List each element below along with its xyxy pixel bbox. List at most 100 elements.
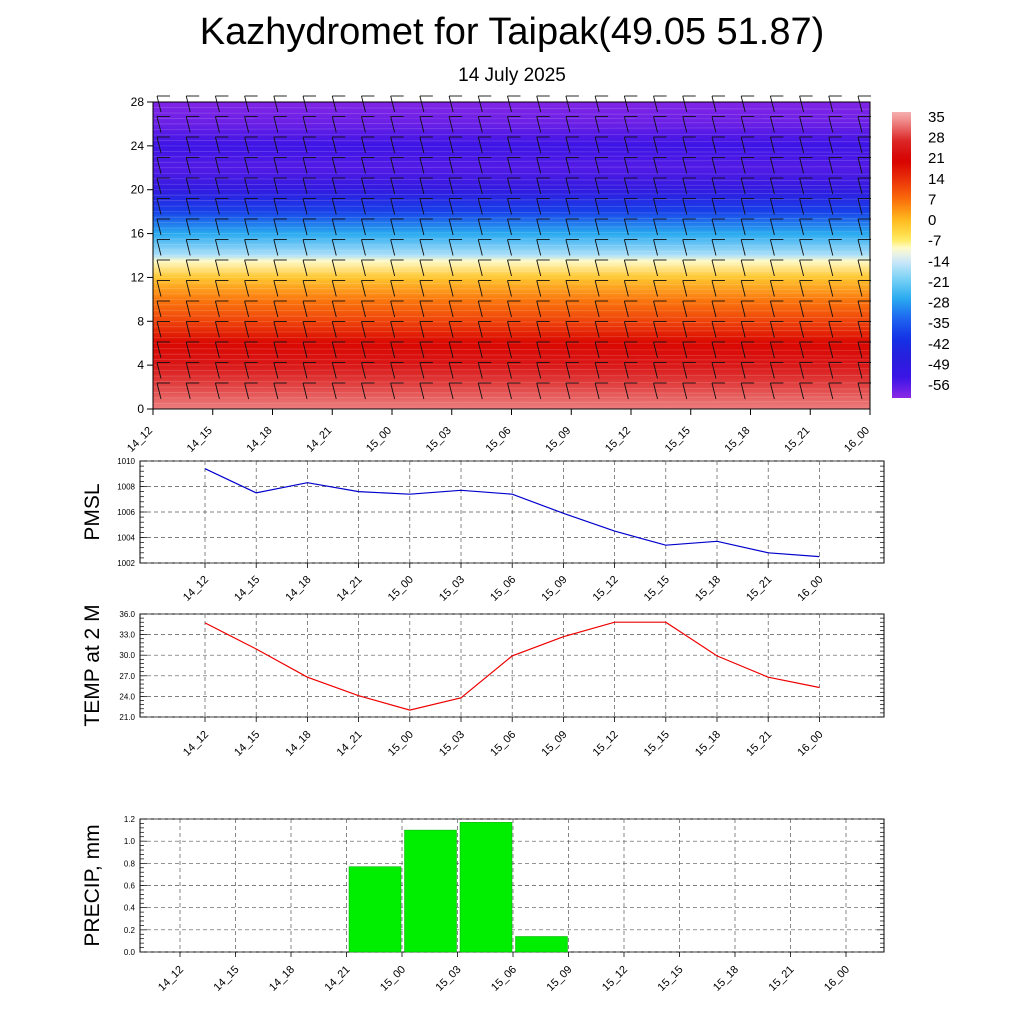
wind-barb <box>507 362 512 379</box>
wind-barb <box>390 218 396 236</box>
wind-barb <box>799 362 805 379</box>
wind-barb <box>594 341 600 359</box>
heatmap-contour <box>152 216 871 220</box>
wind-barb <box>711 300 717 318</box>
wind-barb <box>273 300 279 318</box>
heatmap-ytick-label: 24 <box>131 139 145 153</box>
wind-barb <box>331 259 337 277</box>
wind-barb <box>799 280 805 297</box>
xtick-label: 15_21 <box>744 729 774 759</box>
wind-barb <box>828 177 834 195</box>
wind-barb <box>653 95 658 113</box>
wind-barb <box>361 280 366 297</box>
wind-barb <box>799 239 805 256</box>
wind-barb <box>799 259 805 277</box>
heatmap-contour <box>152 386 871 390</box>
wind-barb <box>653 362 658 379</box>
heatmap-contour <box>152 188 871 191</box>
ytick-label: 1008 <box>117 483 135 492</box>
wind-barb <box>244 280 250 297</box>
heatmap-contour <box>152 264 871 267</box>
wind-barb <box>302 177 308 195</box>
wind-barb <box>711 116 717 133</box>
ytick-label: 0.2 <box>124 926 136 935</box>
heatmap-contour <box>152 363 871 366</box>
wind-barb <box>857 198 863 215</box>
wind-barb <box>799 341 805 359</box>
wind-barb <box>682 136 688 154</box>
wind-barb <box>682 280 688 297</box>
xtick-label: 16_00 <box>795 729 825 759</box>
wind-barb <box>185 341 191 359</box>
wind-barb <box>653 280 658 297</box>
heatmap-xtick-label: 15_18 <box>723 425 753 455</box>
heatmap-contour <box>152 292 871 295</box>
wind-barb <box>857 116 863 133</box>
wind-barb <box>653 341 658 359</box>
heatmap-xtick-label: 14_18 <box>245 425 275 455</box>
precip-bar <box>404 829 457 953</box>
wind-barb <box>653 198 658 215</box>
wind-barb <box>682 259 688 277</box>
heatmap-contour <box>152 127 871 130</box>
wind-barb <box>594 136 600 154</box>
wind-barb <box>536 218 542 236</box>
wind-barb <box>565 362 571 379</box>
ytick-label: 1006 <box>117 508 135 517</box>
colorbar-label: -49 <box>928 356 950 373</box>
wind-barb <box>214 321 220 338</box>
xtick-label: 15_06 <box>488 729 518 759</box>
wind-barb <box>477 280 483 297</box>
xtick-label: 14_15 <box>212 964 242 994</box>
heatmap-contour <box>152 133 871 136</box>
wind-barb <box>828 259 834 277</box>
wind-barb <box>419 341 425 359</box>
wind-barb <box>740 382 746 400</box>
wind-barb <box>507 177 512 195</box>
wind-barb <box>214 157 220 174</box>
wind-barb <box>536 136 542 154</box>
wind-barb <box>477 300 483 318</box>
heatmap-contour <box>152 155 871 158</box>
wind-barb <box>507 341 512 359</box>
wind-barb <box>390 321 396 338</box>
xtick-label: 14_21 <box>323 964 353 994</box>
wind-barb <box>419 157 425 174</box>
wind-barb <box>740 259 746 277</box>
xtick-label: 15_00 <box>378 964 408 994</box>
colorbar-label: -42 <box>928 336 950 353</box>
xtick-label: 15_03 <box>434 964 464 994</box>
wind-barb <box>565 341 571 359</box>
xtick-label: 15_21 <box>767 964 797 994</box>
wind-barb <box>244 218 250 236</box>
ytick-label: 1002 <box>117 559 135 568</box>
wind-barb <box>653 177 658 195</box>
wind-barb <box>361 218 366 236</box>
wind-barb <box>244 136 250 154</box>
xtick-label: 15_03 <box>437 574 467 604</box>
wind-barb <box>244 239 250 256</box>
wind-barb <box>507 239 512 256</box>
xtick-label: 15_18 <box>693 574 723 604</box>
wind-barb <box>361 341 366 359</box>
wind-barb <box>361 300 366 318</box>
wind-barb <box>711 218 717 236</box>
wind-barb <box>594 239 600 256</box>
wind-barb <box>623 341 629 359</box>
wind-barb <box>565 218 571 236</box>
wind-barb <box>477 321 483 338</box>
wind-barb <box>769 321 775 338</box>
wind-barb <box>507 300 512 318</box>
wind-barb <box>477 95 483 113</box>
wind-barb <box>828 116 834 133</box>
wind-barb <box>507 321 512 338</box>
wind-barb <box>682 321 688 338</box>
wind-barb <box>594 280 600 297</box>
wind-barb <box>244 382 250 400</box>
wind-barb <box>302 116 308 133</box>
wind-barb <box>740 321 746 338</box>
wind-barb <box>361 136 366 154</box>
heatmap-xtick-label: 14_21 <box>304 425 334 455</box>
heatmap-ytick-label: 12 <box>131 270 145 284</box>
wind-barb <box>477 259 483 277</box>
